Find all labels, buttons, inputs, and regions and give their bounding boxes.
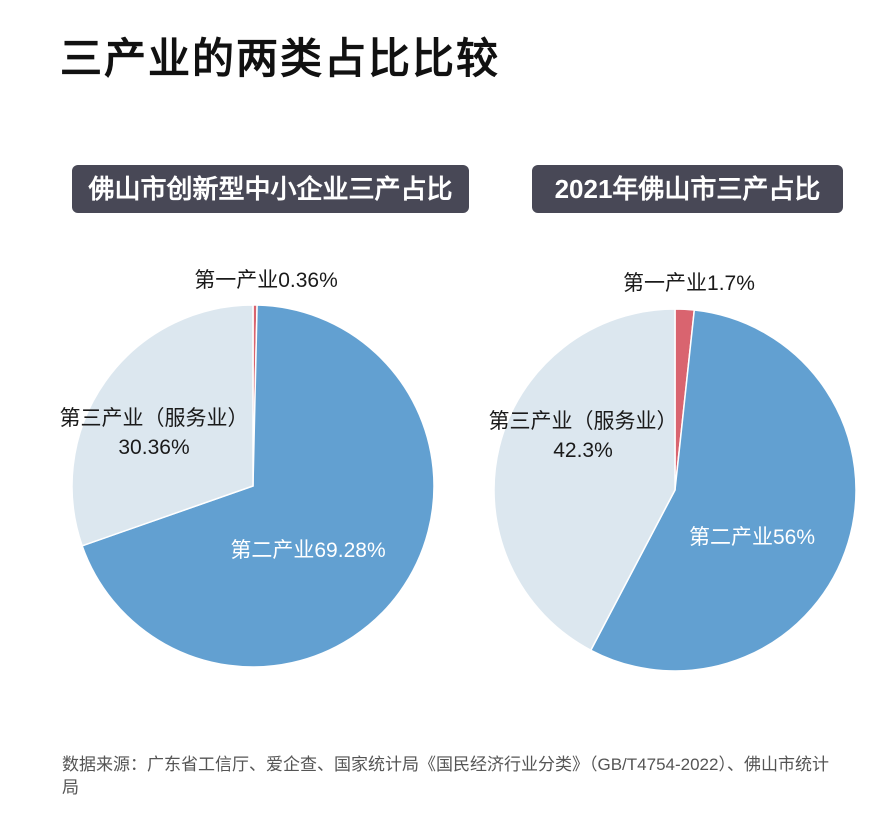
slice-label-unit: %	[736, 272, 755, 295]
slice-label-unit: %	[171, 436, 190, 459]
slice-label-value: 30.36	[118, 436, 171, 459]
slice-label-name: 第一产业	[194, 269, 278, 292]
slice-label-unit: %	[319, 269, 338, 292]
slice-label-unit: %	[796, 526, 815, 549]
slice-label-value: 0.36	[278, 269, 319, 292]
slice-label-secondary-industry: 第二产业56%	[689, 526, 815, 549]
pie-slice-tertiary-industry	[493, 308, 676, 652]
slice-label-value: 56	[773, 526, 796, 549]
slice-label-tertiary-industry: 第三产业（服务业）	[60, 407, 249, 430]
slice-label-primary-industry: 第一产业0.36%	[194, 269, 338, 292]
data-source-note: 数据来源：广东省工信厅、爱企查、国家统计局《国民经济行业分类》（GB/T4754…	[62, 755, 829, 797]
slice-label-primary-industry: 第一产业1.7%	[623, 272, 755, 295]
slice-label-secondary-industry: 第二产业69.28%	[230, 539, 385, 562]
chart-title-badge-left: 佛山市创新型中小企业三产占比	[72, 165, 469, 213]
pie-slice-tertiary-industry	[71, 304, 254, 547]
pie-chart-1: 第一产业0.36%第二产业69.28%第三产业（服务业）30.36%	[60, 269, 435, 668]
pie-chart-2: 第一产业1.7%第二产业56%第三产业（服务业）42.3%	[489, 272, 857, 672]
slice-label-name: 第一产业	[623, 272, 707, 295]
slice-label-tertiary-industry-value: 30.36%	[118, 436, 189, 459]
slice-label-value: 1.7	[707, 272, 736, 295]
slice-label-value: 69.28	[314, 539, 367, 562]
pie-slice-secondary-industry	[81, 304, 435, 668]
slice-label-name: 第二产业	[689, 526, 773, 549]
slice-label-unit: %	[367, 539, 386, 562]
slice-label-name: 第二产业	[230, 539, 314, 562]
slice-label-value: 42.3	[553, 439, 594, 462]
page-title: 三产业的两类占比比较	[60, 35, 501, 82]
slice-label-tertiary-industry-value: 42.3%	[553, 439, 613, 462]
slice-label-name: 第三产业（服务业）	[489, 410, 678, 433]
slice-label-tertiary-industry: 第三产业（服务业）	[489, 410, 678, 433]
pie-slice-secondary-industry	[589, 309, 857, 672]
chart-title-badge-right: 2021年佛山市三产占比	[532, 165, 843, 213]
slice-label-unit: %	[594, 439, 613, 462]
slice-label-name: 第三产业（服务业）	[60, 407, 249, 430]
